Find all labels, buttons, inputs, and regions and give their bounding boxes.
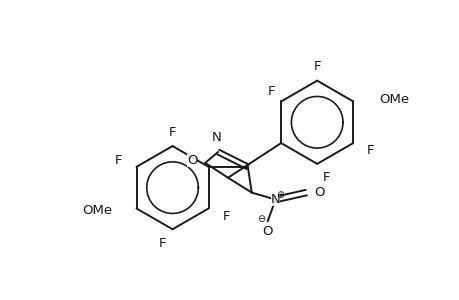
- Text: ⊕: ⊕: [276, 190, 284, 200]
- Text: O: O: [262, 225, 272, 238]
- Text: F: F: [267, 85, 274, 98]
- Text: ⊖: ⊖: [256, 214, 264, 224]
- Text: F: F: [159, 237, 166, 250]
- Text: F: F: [115, 154, 123, 167]
- Text: F: F: [313, 60, 320, 73]
- Text: O: O: [313, 186, 324, 199]
- Text: F: F: [168, 126, 176, 139]
- Text: F: F: [322, 171, 330, 184]
- Text: OMe: OMe: [83, 204, 112, 217]
- Text: N: N: [270, 193, 280, 206]
- Text: O: O: [186, 154, 197, 167]
- Text: N: N: [212, 131, 222, 144]
- Text: F: F: [366, 145, 374, 158]
- Text: F: F: [222, 210, 230, 223]
- Text: OMe: OMe: [378, 93, 408, 106]
